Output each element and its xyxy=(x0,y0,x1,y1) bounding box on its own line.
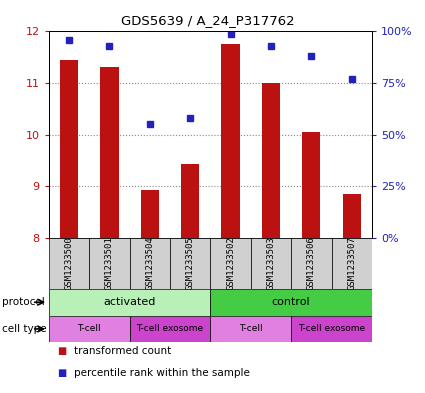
Text: GSM1233506: GSM1233506 xyxy=(307,237,316,290)
Bar xyxy=(170,238,210,289)
Bar xyxy=(49,289,210,316)
Bar xyxy=(130,316,210,342)
Bar xyxy=(302,132,320,238)
Bar xyxy=(251,238,291,289)
Text: control: control xyxy=(272,297,310,307)
Bar xyxy=(291,316,372,342)
Bar xyxy=(332,238,372,289)
Bar xyxy=(49,238,89,289)
Bar xyxy=(49,316,130,342)
Bar xyxy=(100,66,119,238)
Text: ■: ■ xyxy=(57,346,67,356)
Text: activated: activated xyxy=(103,297,156,307)
Text: GSM1233500: GSM1233500 xyxy=(65,237,74,290)
Text: GSM1233505: GSM1233505 xyxy=(186,237,195,290)
Bar xyxy=(262,83,280,238)
Bar xyxy=(130,238,170,289)
Text: T-cell: T-cell xyxy=(77,325,101,333)
Text: GDS5639 / A_24_P317762: GDS5639 / A_24_P317762 xyxy=(122,14,295,27)
Bar xyxy=(210,238,251,289)
Bar xyxy=(210,289,372,316)
Text: GSM1233507: GSM1233507 xyxy=(347,237,356,290)
Text: transformed count: transformed count xyxy=(74,346,172,356)
Text: GSM1233502: GSM1233502 xyxy=(226,237,235,290)
Text: GSM1233503: GSM1233503 xyxy=(266,237,275,290)
Bar xyxy=(291,238,332,289)
Bar xyxy=(89,238,130,289)
Text: cell type: cell type xyxy=(2,324,47,334)
Bar xyxy=(343,194,361,238)
Bar xyxy=(181,164,199,238)
Bar xyxy=(221,44,240,238)
Text: T-cell: T-cell xyxy=(239,325,263,333)
Text: protocol: protocol xyxy=(2,297,45,307)
Text: GSM1233501: GSM1233501 xyxy=(105,237,114,290)
Bar xyxy=(141,190,159,238)
Bar xyxy=(60,60,78,238)
Text: T-cell exosome: T-cell exosome xyxy=(298,325,365,333)
Text: ■: ■ xyxy=(57,367,67,378)
Text: percentile rank within the sample: percentile rank within the sample xyxy=(74,367,250,378)
Bar xyxy=(210,316,291,342)
Text: GSM1233504: GSM1233504 xyxy=(145,237,154,290)
Text: T-cell exosome: T-cell exosome xyxy=(136,325,204,333)
